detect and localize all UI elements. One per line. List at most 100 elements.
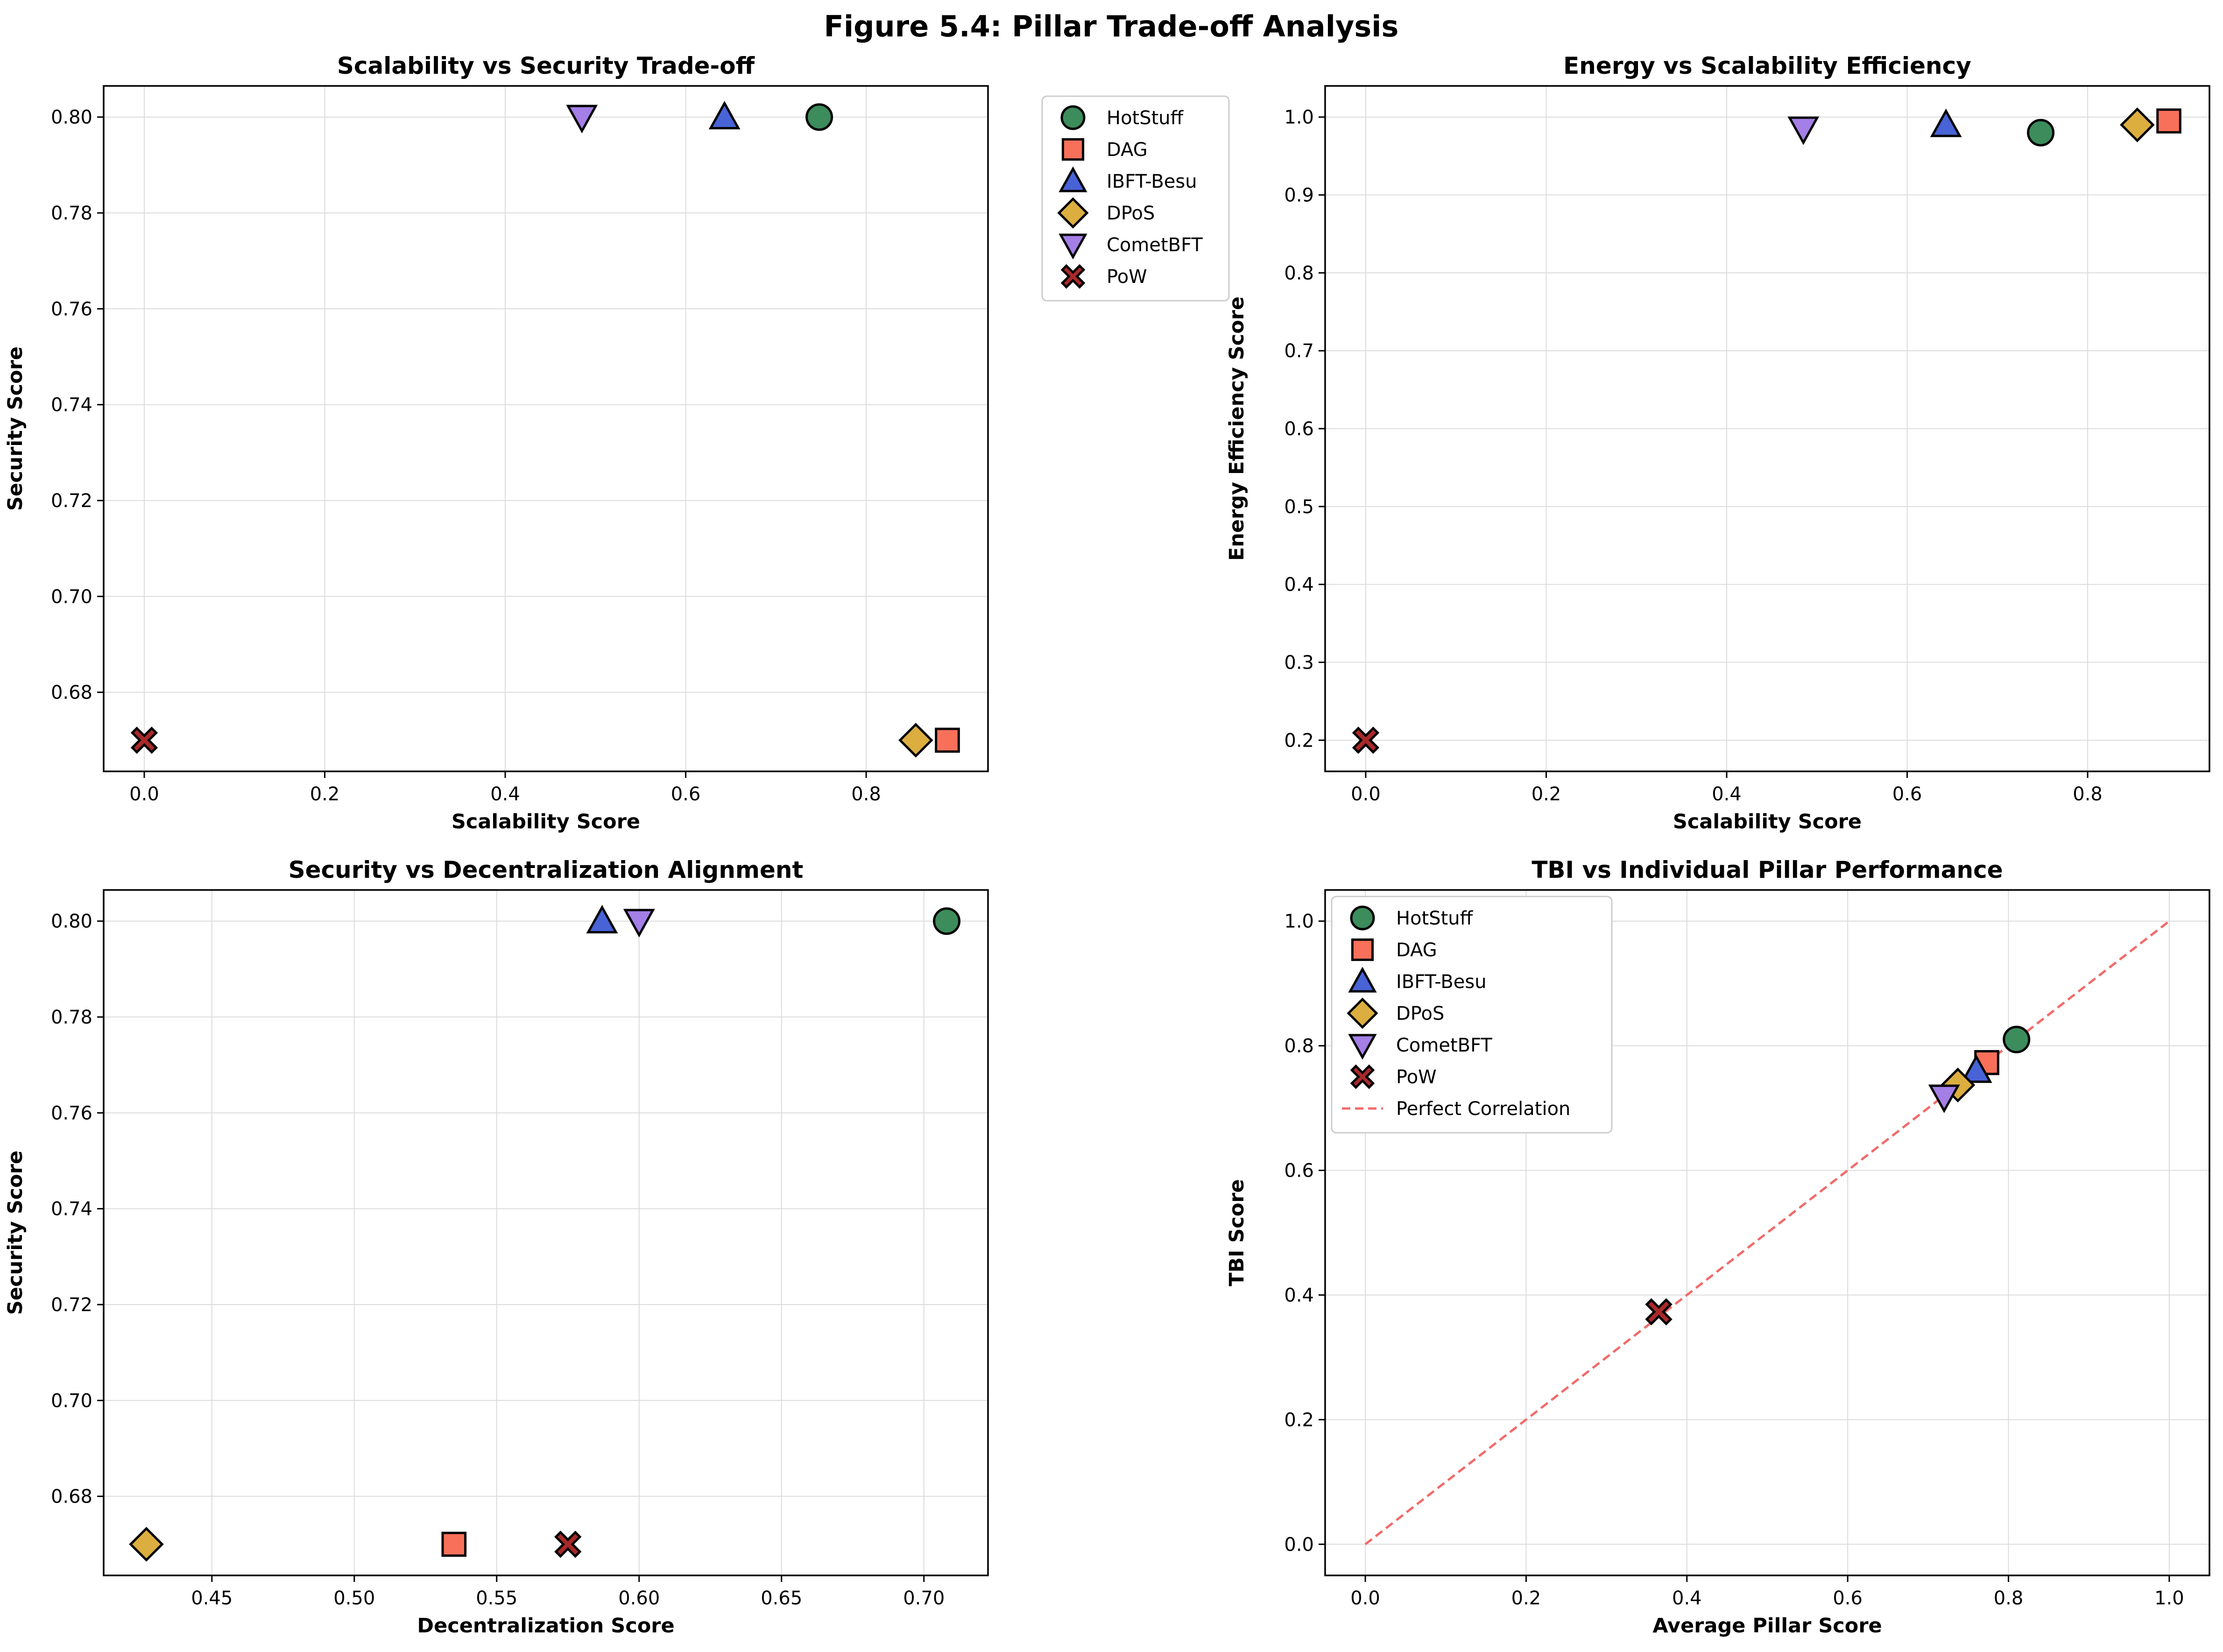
y-tick-label: 0.8	[1284, 262, 1314, 284]
legend-marker	[1347, 997, 1378, 1029]
x-tick-label: 0.50	[333, 1588, 375, 1609]
x-tick-label: 0.6	[671, 784, 701, 805]
y-tick-label: 0.6	[1284, 1160, 1314, 1182]
legend-label: PoW	[1107, 266, 1147, 288]
legend-box	[1041, 95, 1230, 302]
legend-box	[1331, 896, 1613, 1134]
y-tick-label: 0.78	[51, 1007, 92, 1028]
y-tick-label: 0.7	[1284, 340, 1314, 362]
x-tick-label: 0.8	[851, 784, 881, 805]
point-cometbft	[1928, 1084, 1960, 1113]
x-tick-label: 0.4	[1712, 784, 1742, 805]
point-hotstuff	[2003, 1025, 2031, 1053]
x-axis-label: Average Pillar Score	[1652, 1614, 1882, 1638]
y-axis-label: Energy Efficiency Score	[1225, 297, 1249, 561]
x-tick-label: 0.0	[1351, 784, 1381, 805]
legend-label: DPoS	[1396, 1003, 1444, 1024]
legend-label: Perfect Correlation	[1396, 1098, 1570, 1120]
y-tick-label: 0.6	[1284, 418, 1314, 440]
y-tick-label: 0.80	[51, 911, 92, 932]
y-tick-label: 0.4	[1284, 1285, 1314, 1306]
legend-marker	[1348, 1034, 1377, 1060]
y-tick-label: 0.70	[51, 1390, 92, 1412]
figure-title: Figure 5.4: Pillar Trade-off Analysis	[824, 9, 1399, 43]
x-tick-label: 0.2	[1511, 1588, 1541, 1609]
legend-marker	[1059, 233, 1087, 260]
x-axis-label: Decentralization Score	[417, 1614, 674, 1638]
legend-label: HotStuff	[1396, 908, 1474, 929]
point-cometbft	[566, 105, 598, 134]
x-tick-label: 0.4	[1672, 1588, 1702, 1609]
plot-frame	[1324, 85, 2210, 772]
plot-frame	[1324, 889, 2210, 1576]
y-tick-label: 0.76	[51, 1102, 92, 1124]
panel-3: 0.45 0.50 0.55 0.60 0.65 0.70 0.68 0.70 0.72 0.74…	[4, 856, 989, 1638]
point-pow	[1352, 727, 1380, 754]
y-axis-label: Security Score	[4, 1151, 27, 1315]
legend-label: IBFT-Besu	[1107, 171, 1197, 192]
y-tick-label: 1.0	[1284, 911, 1314, 932]
y-tick-label: 0.3	[1284, 652, 1314, 673]
y-tick-label: 0.9	[1284, 185, 1314, 206]
y-tick-label: 0.72	[51, 490, 92, 512]
point-hotstuff	[805, 103, 833, 131]
point-hotstuff	[933, 907, 961, 935]
y-axis-label: Security Score	[4, 346, 27, 511]
legend-label: CometBFT	[1107, 234, 1203, 256]
y-tick-label: 0.2	[1284, 730, 1314, 751]
x-tick-label: 0.65	[761, 1588, 802, 1609]
panel-4: 0.0 0.2 0.4 0.6 0.8 1.0 0.0 0.2 0.4 0.6 0.8 1.0 TBI …	[1225, 856, 2210, 1638]
x-tick-label: 0.4	[490, 784, 520, 805]
panel-title: Security vs Decentralization Alignment	[289, 856, 804, 883]
y-axis-label: TBI Score	[1225, 1179, 1249, 1286]
panel-title: Energy vs Scalability Efficiency	[1563, 52, 1971, 79]
y-tick-label: 0.80	[51, 107, 92, 128]
legend-label: PoW	[1396, 1066, 1437, 1088]
legend-marker	[1061, 138, 1085, 161]
legend-label: DAG	[1396, 939, 1437, 961]
y-tick-label: 0.68	[51, 682, 92, 704]
y-tick-label: 0.8	[1284, 1036, 1314, 1057]
legend-marker	[1350, 1064, 1375, 1089]
x-tick-label: 0.6	[1892, 784, 1922, 805]
point-pow	[554, 1531, 582, 1558]
point-dag	[935, 727, 960, 753]
point-dag	[441, 1532, 467, 1557]
x-tick-label: 0.2	[310, 784, 340, 805]
y-tick-label: 0.2	[1284, 1409, 1314, 1431]
panel-title: TBI vs Individual Pillar Performance	[1531, 856, 2003, 883]
point-dpos	[2120, 107, 2155, 142]
point-dag	[2156, 108, 2181, 134]
point-hotstuff	[2027, 119, 2055, 147]
y-tick-label: 0.78	[51, 203, 92, 224]
x-tick-label: 0.55	[476, 1588, 517, 1609]
x-tick-label: 0.70	[903, 1588, 945, 1609]
x-axis-label: Scalability Score	[452, 810, 640, 833]
legend-label: CometBFT	[1396, 1035, 1492, 1056]
y-tick-label: 0.0	[1284, 1534, 1314, 1555]
y-tick-label: 0.5	[1284, 496, 1314, 518]
y-tick-label: 0.76	[51, 298, 92, 320]
x-tick-label: 0.0	[1350, 1588, 1380, 1609]
legend-label: DAG	[1107, 139, 1148, 161]
x-tick-label: 0.60	[618, 1588, 660, 1609]
legend-marker	[1059, 166, 1087, 192]
point-cometbft	[1787, 116, 1820, 145]
y-tick-label: 1.0	[1284, 107, 1314, 128]
legend-marker	[1060, 105, 1086, 130]
y-tick-label: 0.70	[51, 586, 92, 607]
legend-marker	[1057, 197, 1089, 229]
x-tick-label: 0.8	[1994, 1588, 2024, 1609]
point-pow	[1645, 1298, 1673, 1326]
x-tick-label: 0.2	[1531, 784, 1561, 805]
y-tick-label: 0.68	[51, 1486, 92, 1508]
point-ibft-besu	[1930, 108, 1962, 137]
legend: HotStuff DAG IBFT-Besu DPoS CometBFT PoW Perfe…	[1331, 896, 1613, 1134]
point-dpos	[129, 1526, 164, 1562]
x-tick-label: 0.8	[2073, 784, 2103, 805]
x-tick-label: 0.0	[129, 784, 159, 805]
legend-label: DPoS	[1107, 203, 1155, 224]
legend-marker	[1348, 967, 1377, 993]
point-ibft-besu	[586, 904, 618, 933]
